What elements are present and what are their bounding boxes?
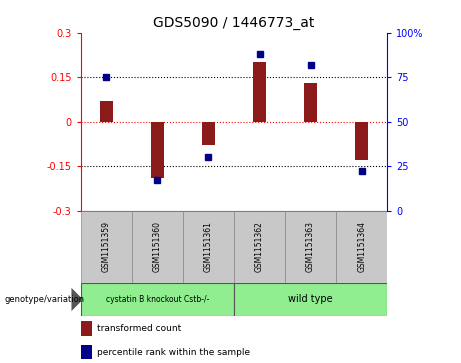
Bar — [202, 122, 215, 145]
Bar — [355, 122, 368, 160]
Bar — [234, 283, 387, 316]
Text: transformed count: transformed count — [97, 324, 181, 333]
Title: GDS5090 / 1446773_at: GDS5090 / 1446773_at — [153, 16, 315, 30]
Text: GSM1151359: GSM1151359 — [102, 221, 111, 272]
Bar — [151, 122, 164, 178]
Polygon shape — [71, 288, 83, 311]
Text: genotype/variation: genotype/variation — [5, 295, 85, 304]
Text: wild type: wild type — [288, 294, 333, 305]
Text: percentile rank within the sample: percentile rank within the sample — [97, 348, 250, 356]
Bar — [285, 211, 336, 283]
Text: GSM1151363: GSM1151363 — [306, 221, 315, 272]
Bar — [81, 283, 234, 316]
Bar — [132, 211, 183, 283]
Bar — [81, 211, 132, 283]
Text: GSM1151364: GSM1151364 — [357, 221, 366, 272]
Bar — [304, 83, 317, 122]
Bar — [234, 211, 285, 283]
Bar — [100, 101, 112, 122]
Bar — [183, 211, 234, 283]
Text: GSM1151360: GSM1151360 — [153, 221, 162, 272]
Bar — [253, 62, 266, 122]
Text: GSM1151361: GSM1151361 — [204, 221, 213, 272]
Bar — [336, 211, 387, 283]
Text: cystatin B knockout Cstb-/-: cystatin B knockout Cstb-/- — [106, 295, 209, 304]
Text: GSM1151362: GSM1151362 — [255, 221, 264, 272]
